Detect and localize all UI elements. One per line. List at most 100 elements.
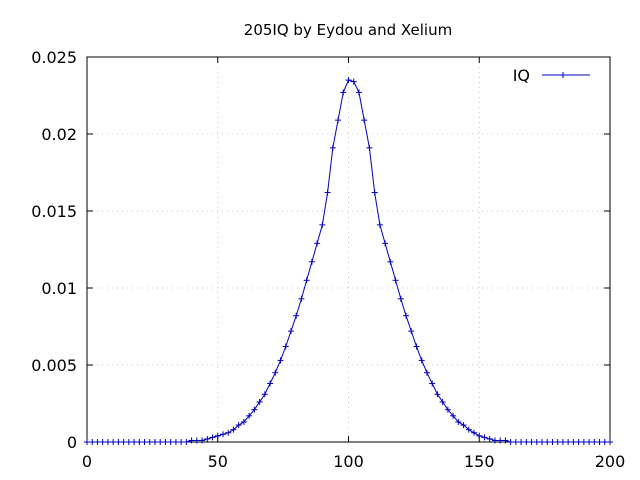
- data-point: [125, 439, 132, 445]
- data-point: [423, 369, 430, 376]
- y-tick-label: 0.01: [41, 279, 77, 298]
- data-point: [528, 439, 535, 445]
- y-axis: 0 0.005 0.01 0.015 0.02 0.025: [31, 48, 610, 452]
- data-point: [157, 439, 164, 445]
- series-layer: [84, 77, 613, 445]
- data-point: [450, 412, 457, 419]
- data-point: [183, 439, 190, 445]
- y-tick-label: 0.015: [31, 202, 77, 221]
- data-point: [282, 343, 289, 350]
- data-point: [523, 439, 530, 445]
- data-point: [575, 439, 582, 445]
- data-point: [387, 258, 394, 265]
- data-point: [120, 439, 127, 445]
- x-axis: 0 50 100 150 200: [82, 57, 625, 471]
- data-point: [110, 439, 117, 445]
- data-point: [209, 434, 216, 441]
- data-point: [439, 398, 446, 405]
- data-point: [277, 357, 284, 364]
- data-point: [188, 437, 195, 444]
- data-point: [314, 240, 321, 247]
- chart-title: 205IQ by Eydou and Xelium: [244, 21, 452, 39]
- data-point: [261, 391, 268, 398]
- data-point: [549, 439, 556, 445]
- data-point: [287, 328, 294, 335]
- data-point: [565, 439, 572, 445]
- data-point: [94, 439, 101, 445]
- data-point: [240, 418, 247, 425]
- x-tick-label: 100: [333, 452, 364, 471]
- data-point: [141, 439, 148, 445]
- data-point: [471, 429, 478, 436]
- data-point: [544, 439, 551, 445]
- data-point: [366, 144, 373, 151]
- data-point: [267, 380, 274, 387]
- data-point: [429, 380, 436, 387]
- plot-frame: [86, 56, 611, 443]
- data-point: [512, 439, 519, 445]
- y-tick-label: 0.025: [31, 48, 77, 67]
- data-point: [570, 439, 577, 445]
- data-point: [518, 439, 525, 445]
- data-point: [251, 406, 258, 413]
- data-point: [193, 437, 200, 444]
- data-point: [199, 437, 206, 444]
- data-point: [335, 117, 342, 124]
- y-tick-label: 0.02: [41, 125, 77, 144]
- data-point: [84, 439, 90, 445]
- data-point: [293, 312, 300, 319]
- data-point: [591, 439, 598, 445]
- data-point: [151, 439, 158, 445]
- data-point: [418, 357, 425, 364]
- data-point: [533, 439, 540, 445]
- data-point: [204, 435, 211, 442]
- data-point: [481, 434, 488, 441]
- x-tick-label: 200: [595, 452, 626, 471]
- data-point: [350, 78, 357, 85]
- data-point: [413, 343, 420, 350]
- data-point: [607, 439, 613, 445]
- y-tick-label: 0.005: [31, 356, 77, 375]
- data-point: [361, 117, 368, 124]
- data-point: [371, 189, 378, 196]
- data-point: [308, 258, 315, 265]
- data-point: [497, 437, 504, 444]
- data-point: [167, 439, 174, 445]
- data-point: [355, 89, 362, 96]
- data-point: [256, 398, 263, 405]
- data-point: [115, 439, 122, 445]
- grid: [87, 57, 610, 442]
- data-point: [586, 439, 593, 445]
- data-point: [465, 426, 472, 433]
- data-point: [214, 432, 221, 439]
- data-point: [162, 439, 169, 445]
- data-point: [455, 418, 462, 425]
- x-tick-label: 150: [464, 452, 495, 471]
- data-point: [507, 439, 514, 445]
- data-point: [408, 328, 415, 335]
- data-point: [89, 439, 96, 445]
- data-point: [559, 439, 566, 445]
- data-point: [601, 439, 608, 445]
- data-point: [403, 312, 410, 319]
- data-point: [303, 277, 310, 284]
- data-point: [329, 144, 336, 151]
- data-point: [230, 426, 237, 433]
- data-point: [172, 439, 179, 445]
- data-point: [246, 412, 253, 419]
- data-point: [376, 221, 383, 228]
- data-point: [345, 77, 352, 84]
- data-point: [460, 422, 467, 429]
- data-point: [225, 429, 232, 436]
- data-point: [178, 439, 185, 445]
- series-iq: [84, 77, 613, 445]
- data-point: [596, 439, 603, 445]
- data-point: [272, 369, 279, 376]
- data-point: [340, 89, 347, 96]
- data-point: [219, 431, 226, 438]
- data-point: [131, 439, 138, 445]
- x-tick-label: 0: [82, 452, 92, 471]
- data-point: [397, 295, 404, 302]
- data-point: [554, 439, 561, 445]
